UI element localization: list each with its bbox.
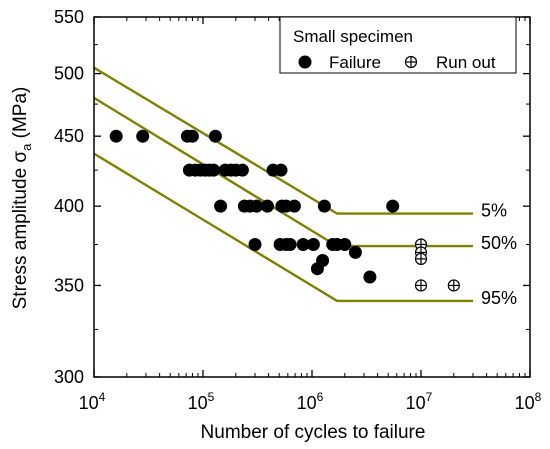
legend-failure-label: Failure xyxy=(329,53,381,72)
x-tick-label: 104 xyxy=(79,390,106,413)
y-tick-label: 450 xyxy=(54,126,84,146)
failure-point xyxy=(250,199,264,213)
percentile-line xyxy=(93,152,473,303)
failure-point xyxy=(306,238,320,251)
failure-point xyxy=(348,245,362,259)
y-tick-label: 400 xyxy=(54,196,84,216)
percentile-line xyxy=(93,66,473,215)
y-axis-label: Stress amplitude σa (MPa) xyxy=(10,87,34,310)
failure-point xyxy=(248,238,262,251)
x-tick-label: 106 xyxy=(297,390,324,413)
percentile-label: 95% xyxy=(481,288,517,308)
y-tick-label: 500 xyxy=(54,64,84,84)
y-axis-label-unit: (MPa) xyxy=(10,87,31,144)
percentile-labels: 5% 50% 95% xyxy=(481,201,517,308)
failure-point xyxy=(208,129,222,143)
failure-point xyxy=(260,199,274,213)
runout-point xyxy=(447,279,460,292)
failure-point xyxy=(214,199,228,213)
failure-point xyxy=(310,262,324,276)
x-tick-label: 105 xyxy=(188,390,215,413)
x-axis-label: Number of cycles to failure xyxy=(201,422,426,443)
legend-failure-marker xyxy=(298,55,312,69)
failure-point xyxy=(363,270,377,284)
legend-title: Small specimen xyxy=(293,27,413,46)
failure-point xyxy=(185,129,199,143)
percentile-label: 50% xyxy=(481,233,517,253)
failure-point xyxy=(274,163,288,177)
y-axis-label-sub: a xyxy=(19,143,34,151)
failure-point xyxy=(338,238,352,251)
tick-labels: 104 105 106 107 108 300 350 400 450 500 550 xyxy=(54,7,542,413)
failure-point xyxy=(235,163,249,177)
failure-point xyxy=(317,199,331,213)
y-tick-label: 550 xyxy=(54,7,84,27)
data-points xyxy=(109,129,460,292)
y-axis-label-main: Stress amplitude σ xyxy=(10,151,31,310)
legend-box xyxy=(279,16,517,74)
x-tick-label: 107 xyxy=(406,390,433,413)
failure-point xyxy=(287,199,301,213)
failure-point xyxy=(283,238,297,251)
x-tick-label: 108 xyxy=(515,390,542,413)
failure-point xyxy=(296,238,310,251)
failure-point xyxy=(136,129,150,143)
failure-point xyxy=(109,129,123,143)
legend-runout-label: Run out xyxy=(436,53,496,72)
percentile-label: 5% xyxy=(481,201,507,221)
runout-point xyxy=(414,252,428,265)
percentile-lines xyxy=(93,66,473,303)
y-tick-label: 300 xyxy=(54,367,84,387)
y-tick-label: 350 xyxy=(54,275,84,295)
failure-point xyxy=(207,163,221,177)
failure-point xyxy=(386,199,400,213)
legend: Small specimen Failure Run out xyxy=(279,16,517,74)
legend-runout-marker xyxy=(404,55,418,69)
runout-point xyxy=(414,279,428,292)
